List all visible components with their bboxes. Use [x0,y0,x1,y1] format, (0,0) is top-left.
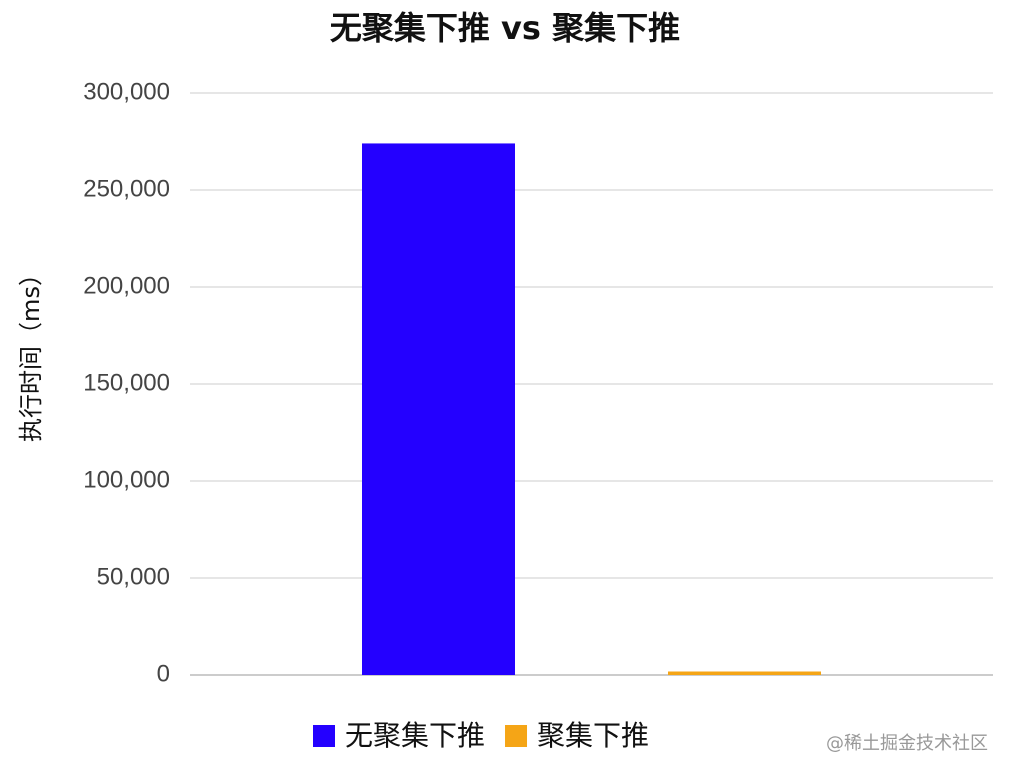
y-axis-label: 执行时间（ms） [17,262,45,442]
y-tick-label: 50,000 [97,563,170,590]
y-tick-label: 100,000 [83,466,170,493]
chart-title: 无聚集下推 vs 聚集下推 [330,9,680,47]
y-tick-label: 0 [157,660,170,687]
y-tick-label: 200,000 [83,272,170,299]
legend-swatch [313,725,335,747]
bar [668,671,821,675]
legend-swatch [505,725,528,747]
legend-label: 无聚集下推 [345,719,485,752]
legend-label: 聚集下推 [537,719,649,752]
y-tick-label: 150,000 [83,369,170,396]
watermark: @稀土掘金技术社区 [826,733,988,754]
y-tick-label: 250,000 [83,175,170,202]
y-tick-label: 300,000 [83,78,170,105]
bar [362,143,515,675]
